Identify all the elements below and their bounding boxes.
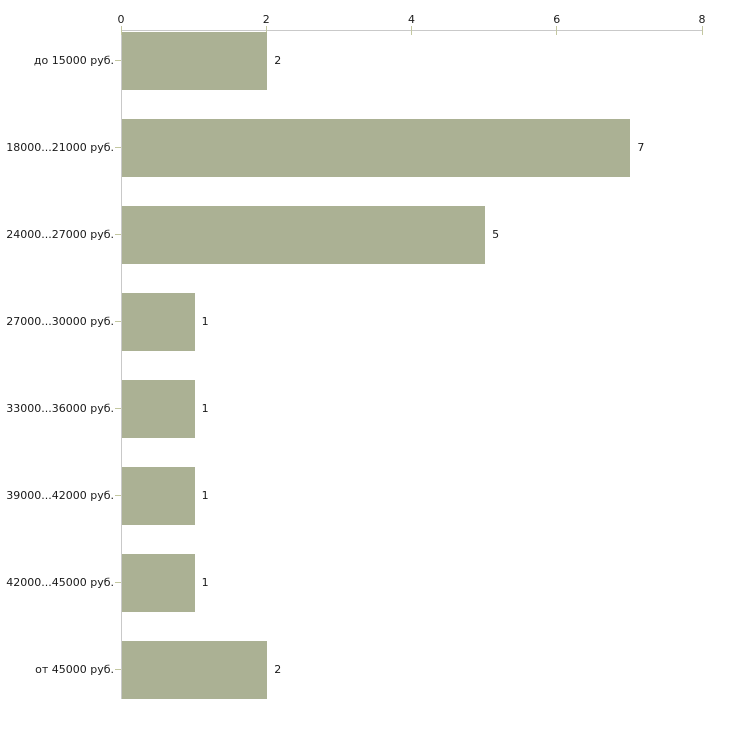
category-tick <box>115 321 121 322</box>
x-axis-tick-label: 8 <box>698 13 706 26</box>
category-label: от 45000 руб. <box>35 663 114 676</box>
bar <box>122 118 631 177</box>
bar <box>122 379 195 438</box>
category-label: 33000...36000 руб. <box>6 402 114 415</box>
x-axis-tick-label: 2 <box>262 13 270 26</box>
x-axis-tick <box>265 26 267 35</box>
category-label: 24000...27000 руб. <box>6 228 114 241</box>
category-label: 42000...45000 руб. <box>6 576 114 589</box>
value-label: 1 <box>201 489 209 502</box>
category-tick <box>115 408 121 409</box>
x-axis-tick <box>556 26 558 35</box>
category-tick <box>115 495 121 496</box>
value-label: 7 <box>637 141 645 154</box>
y-axis-line <box>121 30 122 699</box>
value-label: 5 <box>492 228 500 241</box>
bar <box>122 553 195 612</box>
category-label: 18000...21000 руб. <box>6 141 114 154</box>
value-label: 1 <box>201 315 209 328</box>
value-label: 2 <box>274 663 282 676</box>
category-label: 39000...42000 руб. <box>6 489 114 502</box>
category-label: до 15000 руб. <box>33 54 114 67</box>
bar <box>122 292 195 351</box>
x-axis-tick <box>701 26 703 35</box>
bar <box>122 205 486 264</box>
value-label: 1 <box>201 576 209 589</box>
x-axis-tick <box>411 26 412 35</box>
bar <box>122 640 268 699</box>
value-label: 2 <box>274 54 282 67</box>
x-axis-tick <box>120 26 122 35</box>
value-label: 1 <box>201 402 209 415</box>
x-axis-tick-label: 0 <box>117 13 125 26</box>
x-axis-tick-label: 6 <box>553 13 561 26</box>
category-tick <box>115 582 121 583</box>
category-tick <box>115 234 121 235</box>
category-label: 27000...30000 руб. <box>6 315 114 328</box>
bar <box>122 31 268 90</box>
x-axis-tick-label: 4 <box>408 13 415 26</box>
category-tick <box>115 147 121 148</box>
bar <box>122 466 195 525</box>
category-tick <box>115 60 121 61</box>
category-tick <box>115 669 121 670</box>
